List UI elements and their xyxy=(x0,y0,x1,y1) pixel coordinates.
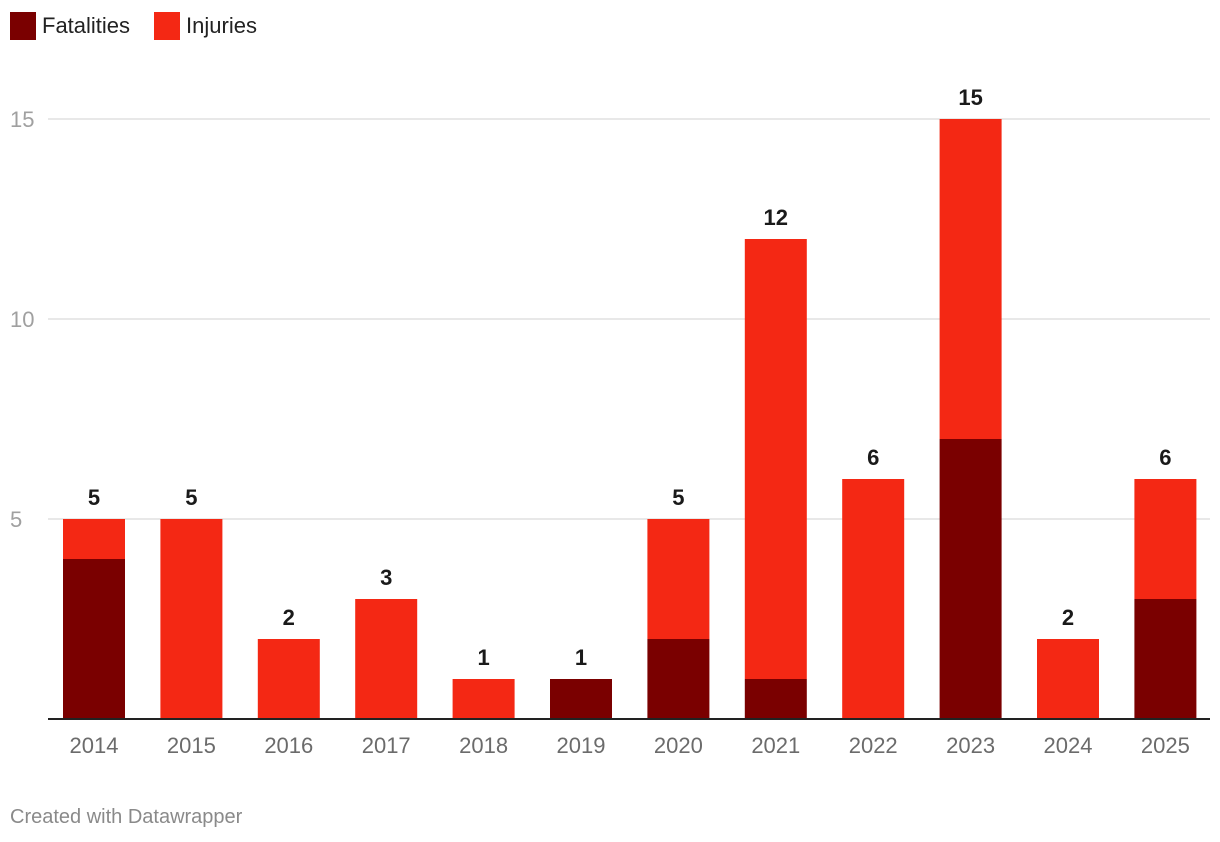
x-tick-label-2017: 2017 xyxy=(362,733,411,758)
bar-fatalities-2025 xyxy=(1134,599,1197,719)
bar-fatalities-2019 xyxy=(550,679,612,719)
y-tick-label-10: 10 xyxy=(10,307,34,332)
bar-injuries-2024 xyxy=(1037,639,1099,719)
x-tick-label-2024: 2024 xyxy=(1044,733,1093,758)
x-tick-label-2015: 2015 xyxy=(167,733,216,758)
x-tick-label-2019: 2019 xyxy=(557,733,606,758)
bar-fatalities-2021 xyxy=(744,679,807,719)
bar-injuries-2021 xyxy=(744,239,807,679)
total-label-2014: 5 xyxy=(88,485,100,510)
legend-label-injuries: Injuries xyxy=(186,13,257,38)
bar-fatalities-2014 xyxy=(63,559,125,719)
y-tick-label-5: 5 xyxy=(10,507,22,532)
legend: Fatalities Injuries xyxy=(10,12,257,40)
bar-injuries-2025 xyxy=(1134,479,1197,599)
x-tick-label-2022: 2022 xyxy=(849,733,898,758)
x-tick-label-2021: 2021 xyxy=(751,733,800,758)
legend-item-fatalities[interactable]: Fatalities xyxy=(10,12,130,40)
legend-item-injuries[interactable]: Injuries xyxy=(154,12,257,40)
total-label-2016: 2 xyxy=(283,605,295,630)
total-label-2021: 12 xyxy=(764,205,788,230)
bar-injuries-2016 xyxy=(257,639,320,719)
legend-swatch-fatalities xyxy=(10,12,36,40)
total-label-2022: 6 xyxy=(867,445,879,470)
x-tick-label-2016: 2016 xyxy=(264,733,313,758)
total-label-2017: 3 xyxy=(380,565,392,590)
legend-label-fatalities: Fatalities xyxy=(42,13,131,38)
bar-injuries-2018 xyxy=(452,679,515,719)
bar-fatalities-2023 xyxy=(939,439,1002,719)
total-label-2020: 5 xyxy=(672,485,684,510)
total-label-2018: 1 xyxy=(477,645,489,670)
x-tick-label-2018: 2018 xyxy=(459,733,508,758)
bar-fatalities-2020 xyxy=(647,639,710,719)
total-label-2019: 1 xyxy=(575,645,587,670)
total-label-2024: 2 xyxy=(1062,605,1074,630)
bar-injuries-2015 xyxy=(160,519,223,719)
y-tick-label-15: 15 xyxy=(10,107,34,132)
total-label-2025: 6 xyxy=(1159,445,1171,470)
bar-injuries-2023 xyxy=(939,119,1002,439)
x-tick-label-2023: 2023 xyxy=(946,733,995,758)
bar-injuries-2014 xyxy=(63,519,125,559)
total-label-2015: 5 xyxy=(185,485,197,510)
total-label-2023: 15 xyxy=(958,85,982,110)
legend-swatch-injuries xyxy=(154,12,181,40)
bar-injuries-2020 xyxy=(647,519,710,639)
x-tick-label-2020: 2020 xyxy=(654,733,703,758)
x-tick-label-2014: 2014 xyxy=(70,733,119,758)
x-tick-label-2025: 2025 xyxy=(1141,733,1190,758)
bar-injuries-2017 xyxy=(355,599,418,719)
bar-injuries-2022 xyxy=(842,479,905,719)
datawrapper-credit[interactable]: Created with Datawrapper xyxy=(10,806,243,828)
